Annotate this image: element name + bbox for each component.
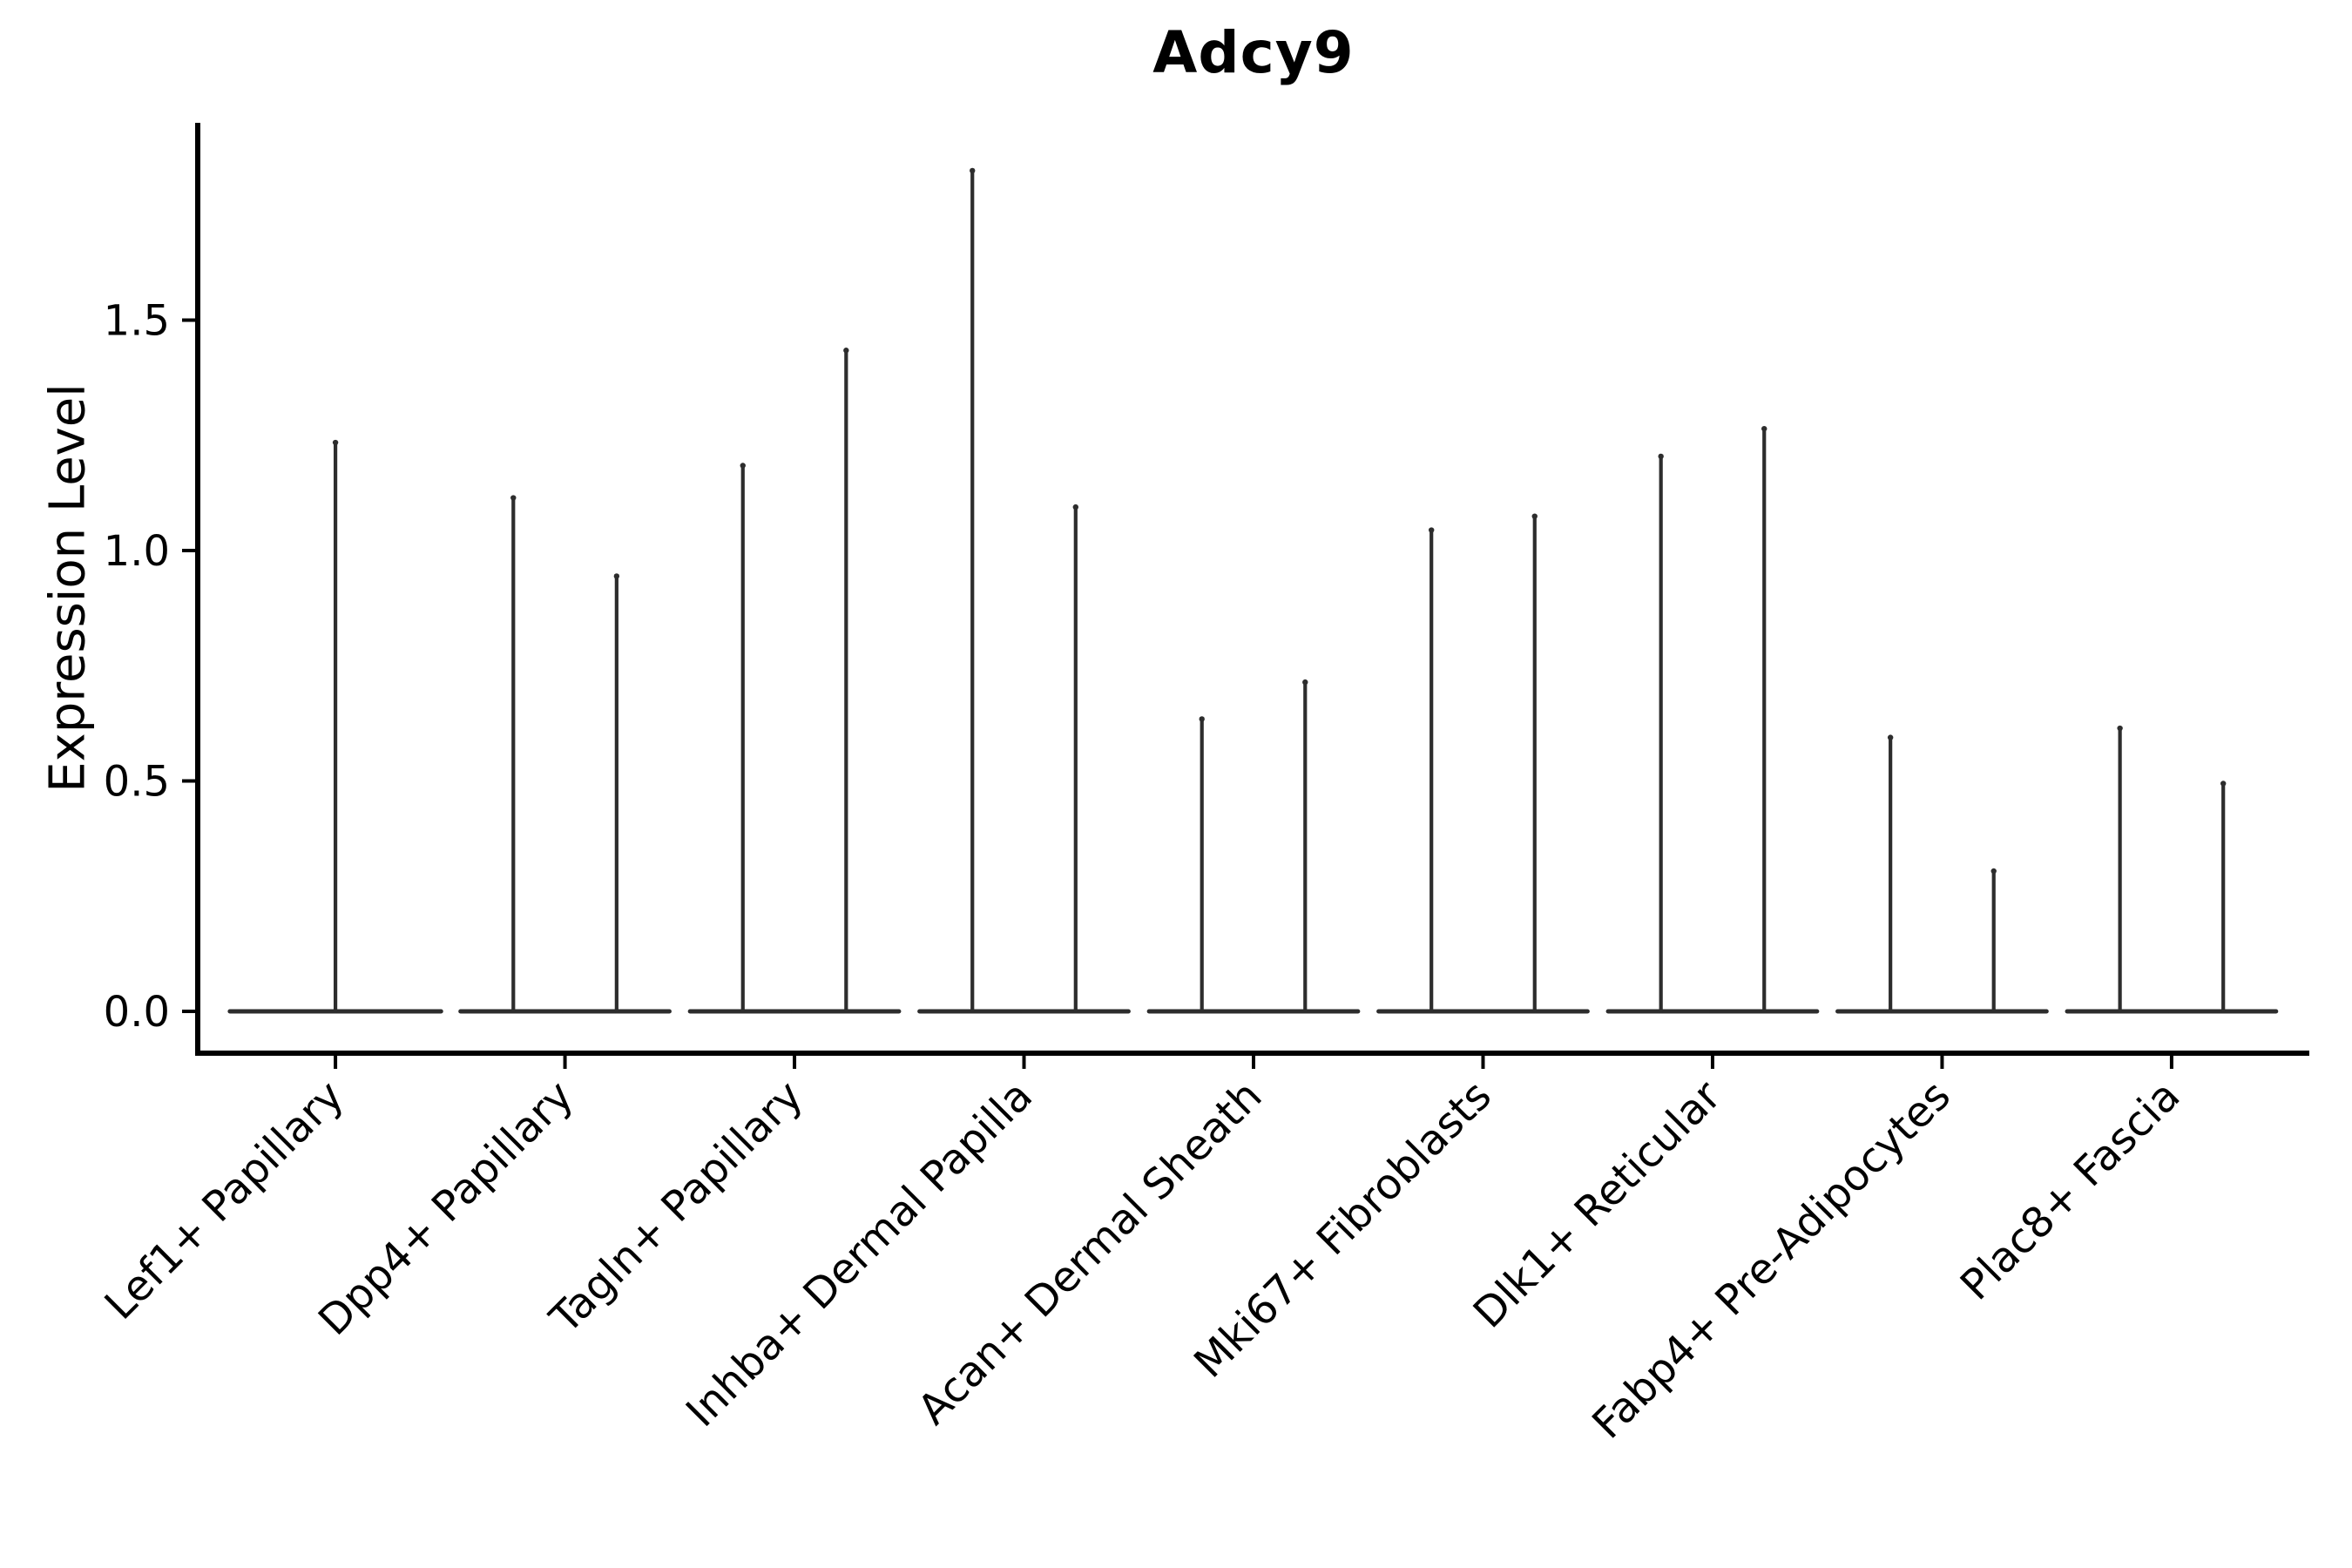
y-tick-label: 1.0	[104, 527, 170, 576]
x-category-label: Plac8+ Fascia	[1951, 1071, 2190, 1310]
violin-spike-tip	[1072, 504, 1079, 510]
y-tick-label: 1.5	[104, 297, 170, 346]
violin-spike-tip	[1428, 527, 1435, 533]
violin-spike-tip	[1199, 716, 1205, 722]
violin-spike-tip	[2117, 725, 2123, 732]
x-category-label: Lef1+ Papillary	[96, 1071, 354, 1329]
violin-spike-tip	[843, 348, 849, 354]
violin-spike-tip	[2220, 781, 2227, 787]
y-axis-title: Expression Level	[39, 383, 97, 793]
violin-spike-tip	[740, 463, 746, 469]
violin-spike-tip	[1887, 734, 1894, 740]
x-category-label: Tagln+ Papillary	[540, 1071, 812, 1343]
violin-spike-tip	[970, 167, 976, 174]
y-tick-label: 0.0	[104, 988, 170, 1037]
violin-spike-tip	[332, 439, 339, 446]
violin-spike-tip	[1990, 868, 1997, 875]
violin-spike-tip	[510, 495, 517, 501]
x-category-label: Dlk1+ Reticular	[1464, 1071, 1731, 1338]
violin-spike-tip	[1302, 679, 1308, 686]
x-category-label: Dpp4+ Papillary	[309, 1071, 583, 1345]
violin-spike-tip	[613, 573, 620, 579]
violin-spike-tip	[1658, 453, 1664, 460]
violin-spike-tip	[1531, 513, 1538, 519]
violin-spike-tip	[1761, 425, 1767, 432]
chart-title: Adcy9	[1152, 19, 1355, 86]
y-tick-label: 0.5	[104, 758, 170, 807]
